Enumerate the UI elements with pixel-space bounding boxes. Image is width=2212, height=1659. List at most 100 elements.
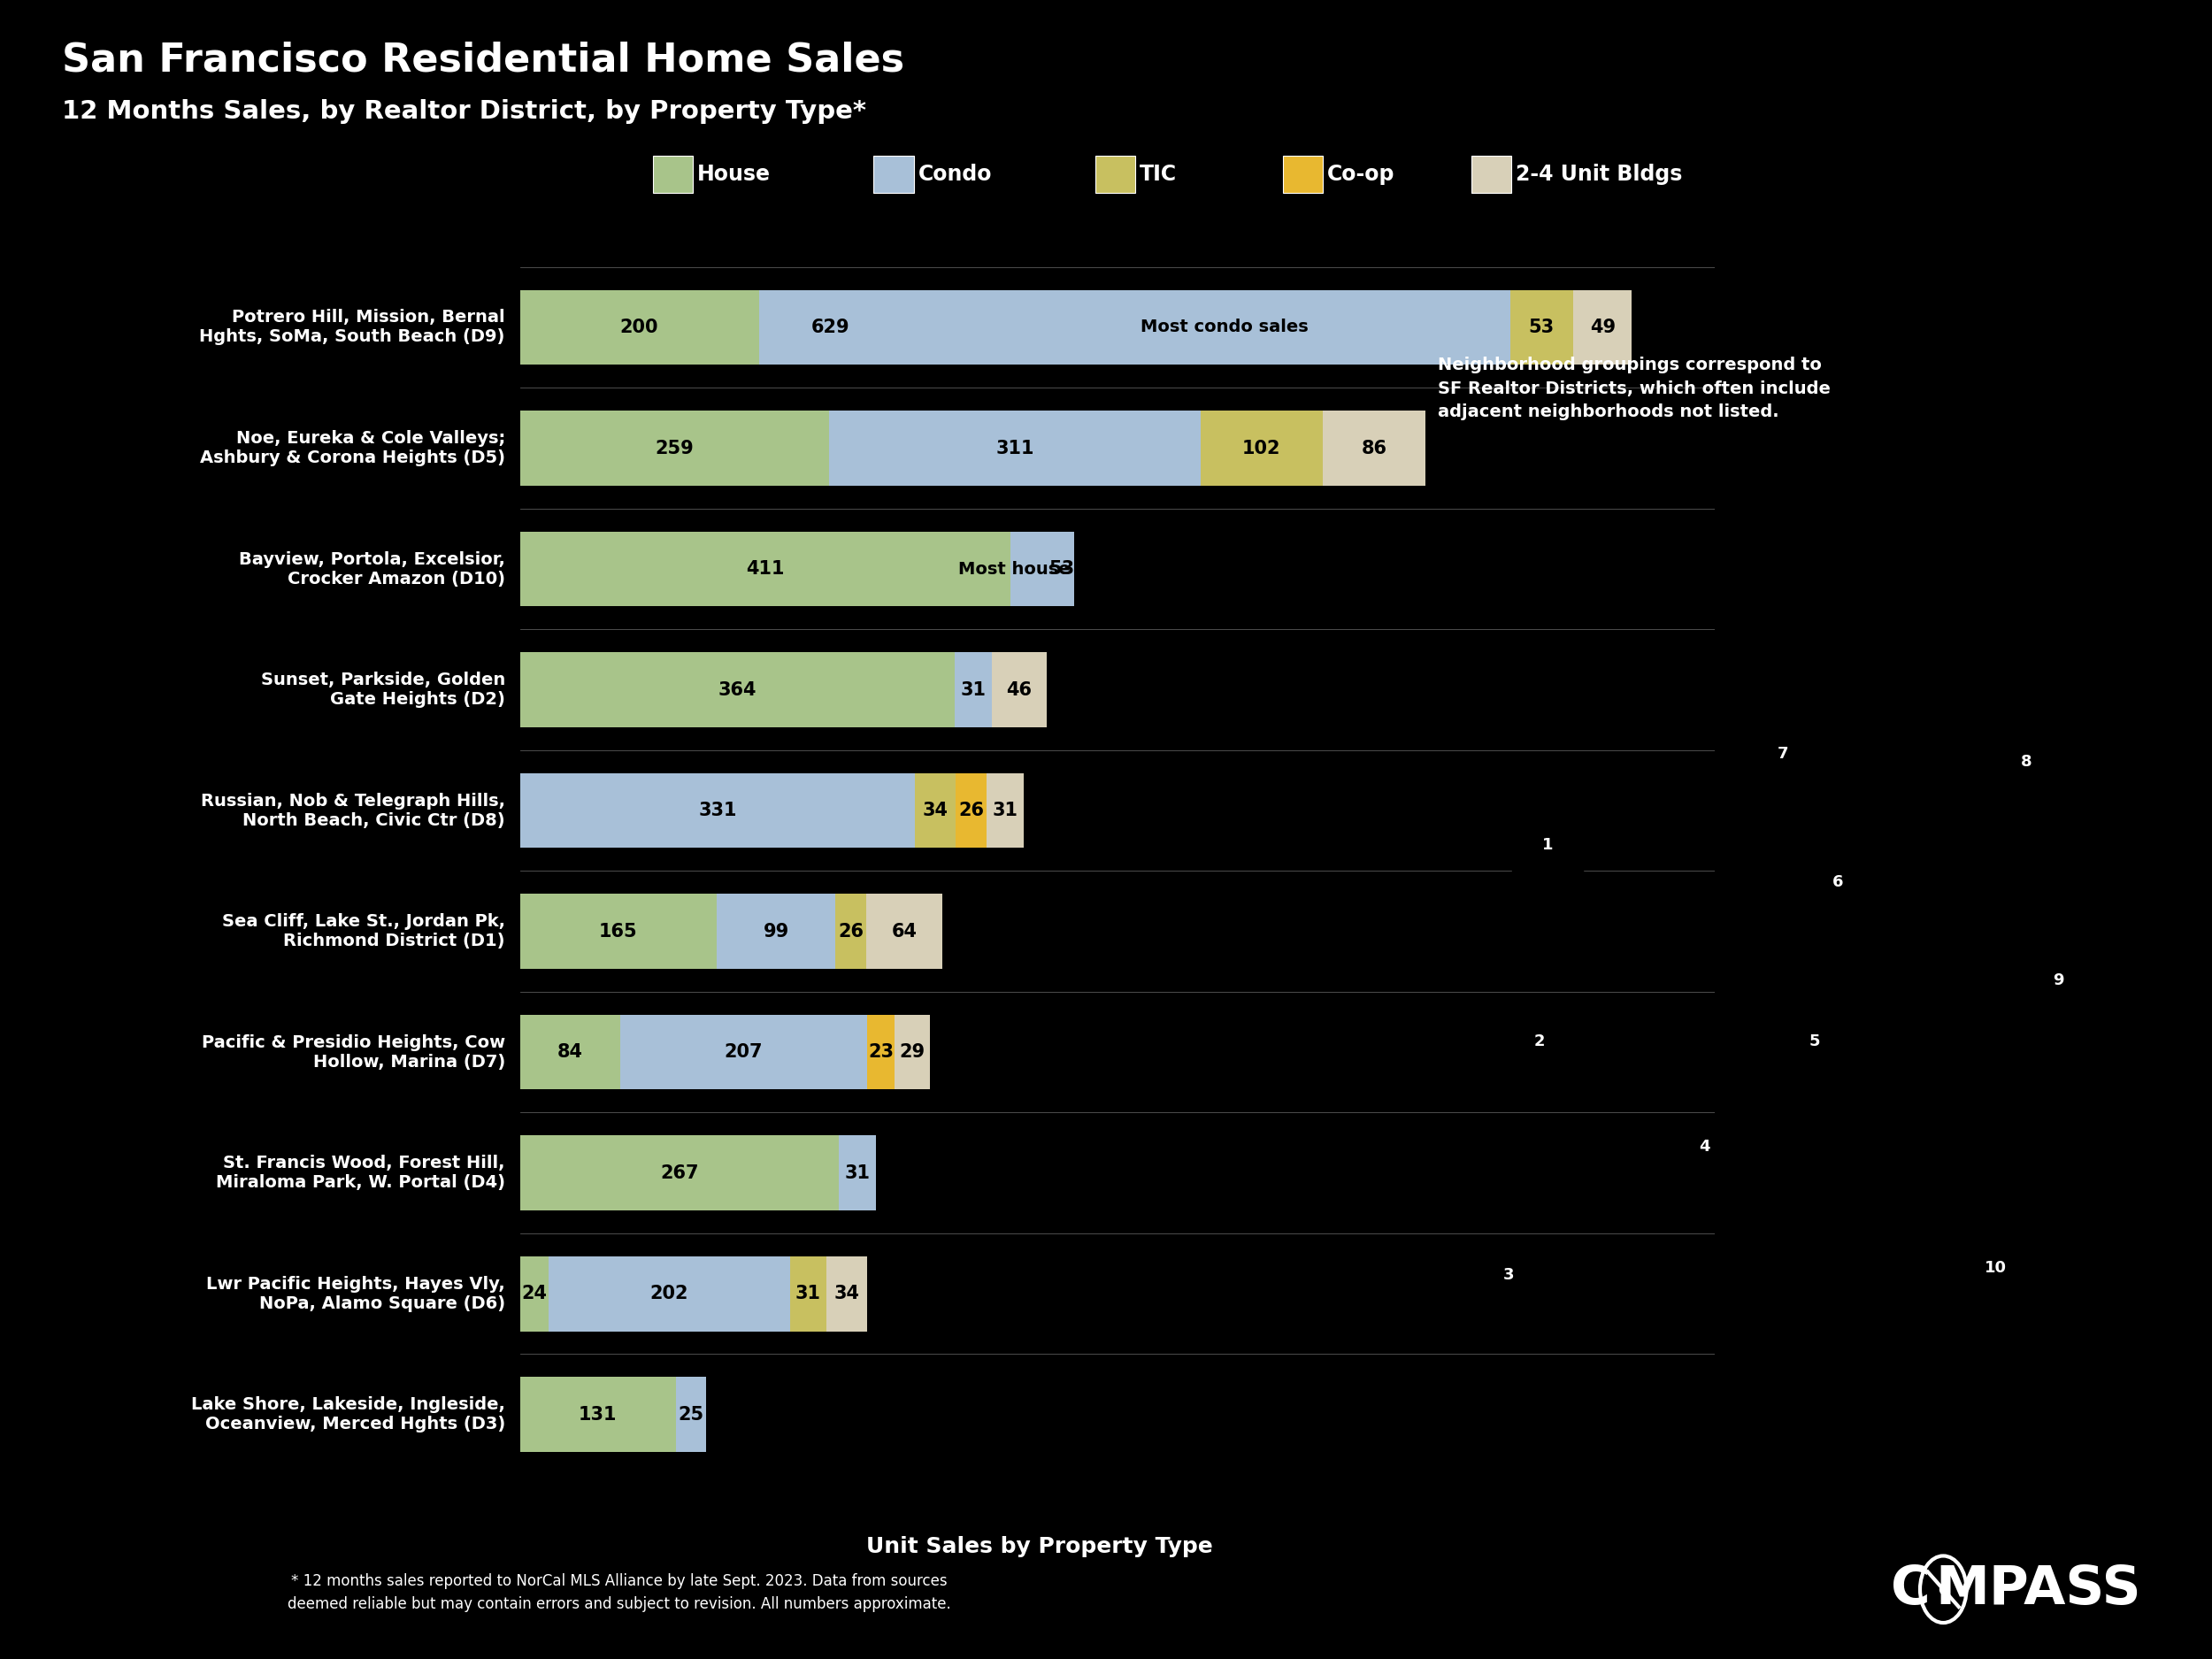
- Bar: [520, 1377, 677, 1452]
- Text: 84: 84: [557, 1044, 582, 1062]
- Text: 31: 31: [845, 1165, 869, 1181]
- Text: MPASS: MPASS: [1936, 1563, 2141, 1616]
- Bar: [1949, 1238, 2042, 1297]
- Text: 202: 202: [650, 1286, 688, 1302]
- Bar: [717, 894, 836, 969]
- Bar: [1323, 411, 1425, 486]
- Text: 6: 6: [1832, 874, 1845, 891]
- Text: 1: 1: [1542, 836, 1553, 853]
- Bar: [1573, 290, 1632, 365]
- Bar: [956, 652, 991, 727]
- Bar: [677, 1377, 706, 1452]
- Bar: [1201, 411, 1323, 486]
- Text: Most condo sales: Most condo sales: [1141, 319, 1310, 335]
- Bar: [956, 773, 987, 848]
- Text: 26: 26: [958, 801, 984, 820]
- Bar: [1011, 531, 1075, 607]
- Bar: [520, 1256, 549, 1331]
- Text: 53: 53: [1048, 561, 1075, 577]
- Text: Unit Sales by Property Type: Unit Sales by Property Type: [867, 1536, 1212, 1556]
- Text: 29: 29: [900, 1044, 925, 1062]
- Text: 200: 200: [619, 319, 659, 337]
- Text: 131: 131: [580, 1405, 617, 1423]
- Text: 26: 26: [838, 922, 863, 941]
- Circle shape: [1940, 1584, 1947, 1594]
- Text: TIC: TIC: [1139, 164, 1177, 184]
- Text: 267: 267: [659, 1165, 699, 1181]
- Text: 23: 23: [869, 1044, 894, 1062]
- Text: 2: 2: [1535, 1034, 1546, 1048]
- Text: 2-4 Unit Bldgs: 2-4 Unit Bldgs: [1515, 164, 1681, 184]
- Text: 165: 165: [599, 922, 637, 941]
- Text: 3: 3: [1502, 1267, 1513, 1282]
- Text: 31: 31: [960, 680, 987, 698]
- Text: 25: 25: [679, 1405, 703, 1423]
- Bar: [827, 1256, 867, 1331]
- Bar: [1670, 1117, 1741, 1176]
- Bar: [830, 411, 1201, 486]
- Text: 7: 7: [1778, 747, 1790, 761]
- Bar: [838, 1135, 876, 1211]
- Text: 24: 24: [522, 1286, 546, 1302]
- Text: 411: 411: [745, 561, 785, 577]
- Text: 207: 207: [726, 1044, 763, 1062]
- Text: 34: 34: [834, 1286, 860, 1302]
- Text: 53: 53: [1528, 319, 1555, 337]
- Text: 31: 31: [796, 1286, 821, 1302]
- Bar: [1513, 815, 1584, 874]
- Bar: [520, 411, 830, 486]
- Text: 10: 10: [1984, 1259, 2006, 1276]
- Bar: [867, 894, 942, 969]
- Bar: [1747, 723, 1818, 785]
- Bar: [2022, 951, 2093, 1010]
- Text: Most house sales: Most house sales: [958, 561, 1126, 577]
- Text: Condo: Condo: [918, 164, 991, 184]
- Text: 12 Months Sales, by Realtor District, by Property Type*: 12 Months Sales, by Realtor District, by…: [62, 100, 867, 124]
- Text: 9: 9: [2053, 972, 2064, 989]
- Text: Neighborhood groupings correspond to
SF Realtor Districts, which often include
a: Neighborhood groupings correspond to SF …: [1438, 357, 1832, 420]
- Text: 64: 64: [891, 922, 918, 941]
- Text: 8: 8: [2022, 753, 2033, 770]
- Bar: [790, 1256, 827, 1331]
- Bar: [520, 894, 717, 969]
- Text: 46: 46: [1006, 680, 1033, 698]
- Bar: [549, 1256, 790, 1331]
- Text: 5: 5: [1809, 1034, 1820, 1048]
- Bar: [759, 290, 1511, 365]
- Text: 86: 86: [1360, 440, 1387, 456]
- Bar: [1991, 732, 2062, 791]
- Bar: [520, 531, 1011, 607]
- Bar: [1473, 1244, 1544, 1306]
- Bar: [520, 1135, 838, 1211]
- Bar: [867, 1015, 896, 1090]
- Text: 629: 629: [812, 319, 849, 337]
- Text: House: House: [697, 164, 770, 184]
- Text: 364: 364: [719, 680, 757, 698]
- Bar: [520, 1015, 619, 1090]
- Bar: [1803, 853, 1874, 912]
- Text: 259: 259: [655, 440, 695, 456]
- Bar: [896, 1015, 929, 1090]
- Text: 34: 34: [922, 801, 949, 820]
- Text: 99: 99: [763, 922, 790, 941]
- Bar: [1778, 1010, 1849, 1072]
- Text: Co-op: Co-op: [1327, 164, 1396, 184]
- Text: 49: 49: [1590, 319, 1615, 337]
- Bar: [836, 894, 867, 969]
- Bar: [619, 1015, 867, 1090]
- Bar: [520, 290, 759, 365]
- Text: 311: 311: [995, 440, 1035, 456]
- Bar: [987, 773, 1024, 848]
- Bar: [1504, 1010, 1575, 1072]
- Text: * 12 months sales reported to NorCal MLS Alliance by late Sept. 2023. Data from : * 12 months sales reported to NorCal MLS…: [288, 1574, 951, 1611]
- Bar: [991, 652, 1046, 727]
- Bar: [520, 652, 956, 727]
- Bar: [520, 773, 916, 848]
- Text: C: C: [1891, 1563, 1931, 1616]
- Bar: [1511, 290, 1573, 365]
- Text: 4: 4: [1699, 1138, 1710, 1155]
- Bar: [916, 773, 956, 848]
- Text: 102: 102: [1243, 440, 1281, 456]
- Text: 331: 331: [699, 801, 737, 820]
- Text: 31: 31: [993, 801, 1018, 820]
